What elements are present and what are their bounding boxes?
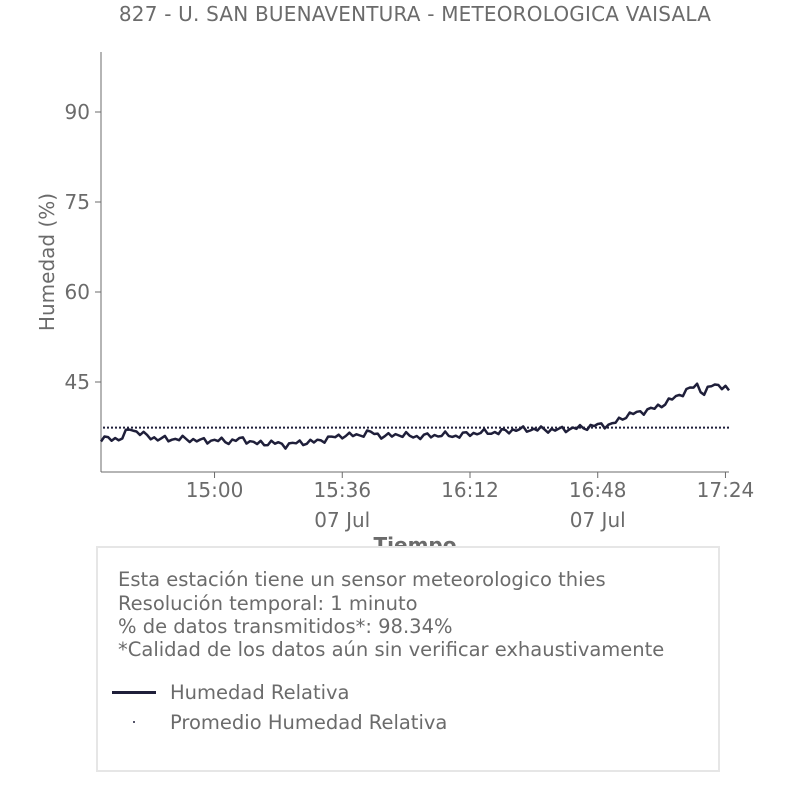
info-sensor-text: Esta estación tiene un sensor meteorolog… [118,568,606,591]
series-layer [99,382,730,450]
chart-axes [100,52,729,473]
info-legend-box: Esta estación tiene un sensor meteorolog… [96,546,720,772]
legend-dot-swatch [133,721,135,723]
humidity-series-line [99,382,730,450]
x-tick-date-label: 07 Jul [570,508,626,532]
x-tick-label: 17:24 [697,478,755,502]
y-tick-label: 75 [65,190,90,214]
x-tick-label: 16:48 [569,478,627,502]
y-tick-label: 60 [65,280,90,304]
chart-title: 827 - U. SAN BUENAVENTURA - METEOROLOGIC… [118,2,712,26]
info-transmitted-text: % de datos transmitidos*: 98.34% [118,615,453,638]
x-tick-label: 15:00 [186,478,244,502]
y-axis-label: Humedad (%) [35,193,59,331]
x-tick-date-label: 07 Jul [314,508,370,532]
x-tick-label: 16:12 [441,478,499,502]
legend-humedad-relativa: Humedad Relativa [170,681,350,704]
info-resolution-text: Resolución temporal: 1 minuto [118,592,418,615]
y-tick-label: 45 [65,370,90,394]
x-tick-label: 15:36 [313,478,371,502]
info-quality-text: *Calidad de los datos aún sin verificar … [118,638,665,661]
legend-line-swatch [112,691,156,694]
legend-promedio: Promedio Humedad Relativa [170,711,448,734]
tick-labels: 45 60 75 90 15:00 15:36 07 Jul 16:12 16:48 07 Jul… [65,100,755,532]
y-tick-label: 90 [65,100,90,124]
